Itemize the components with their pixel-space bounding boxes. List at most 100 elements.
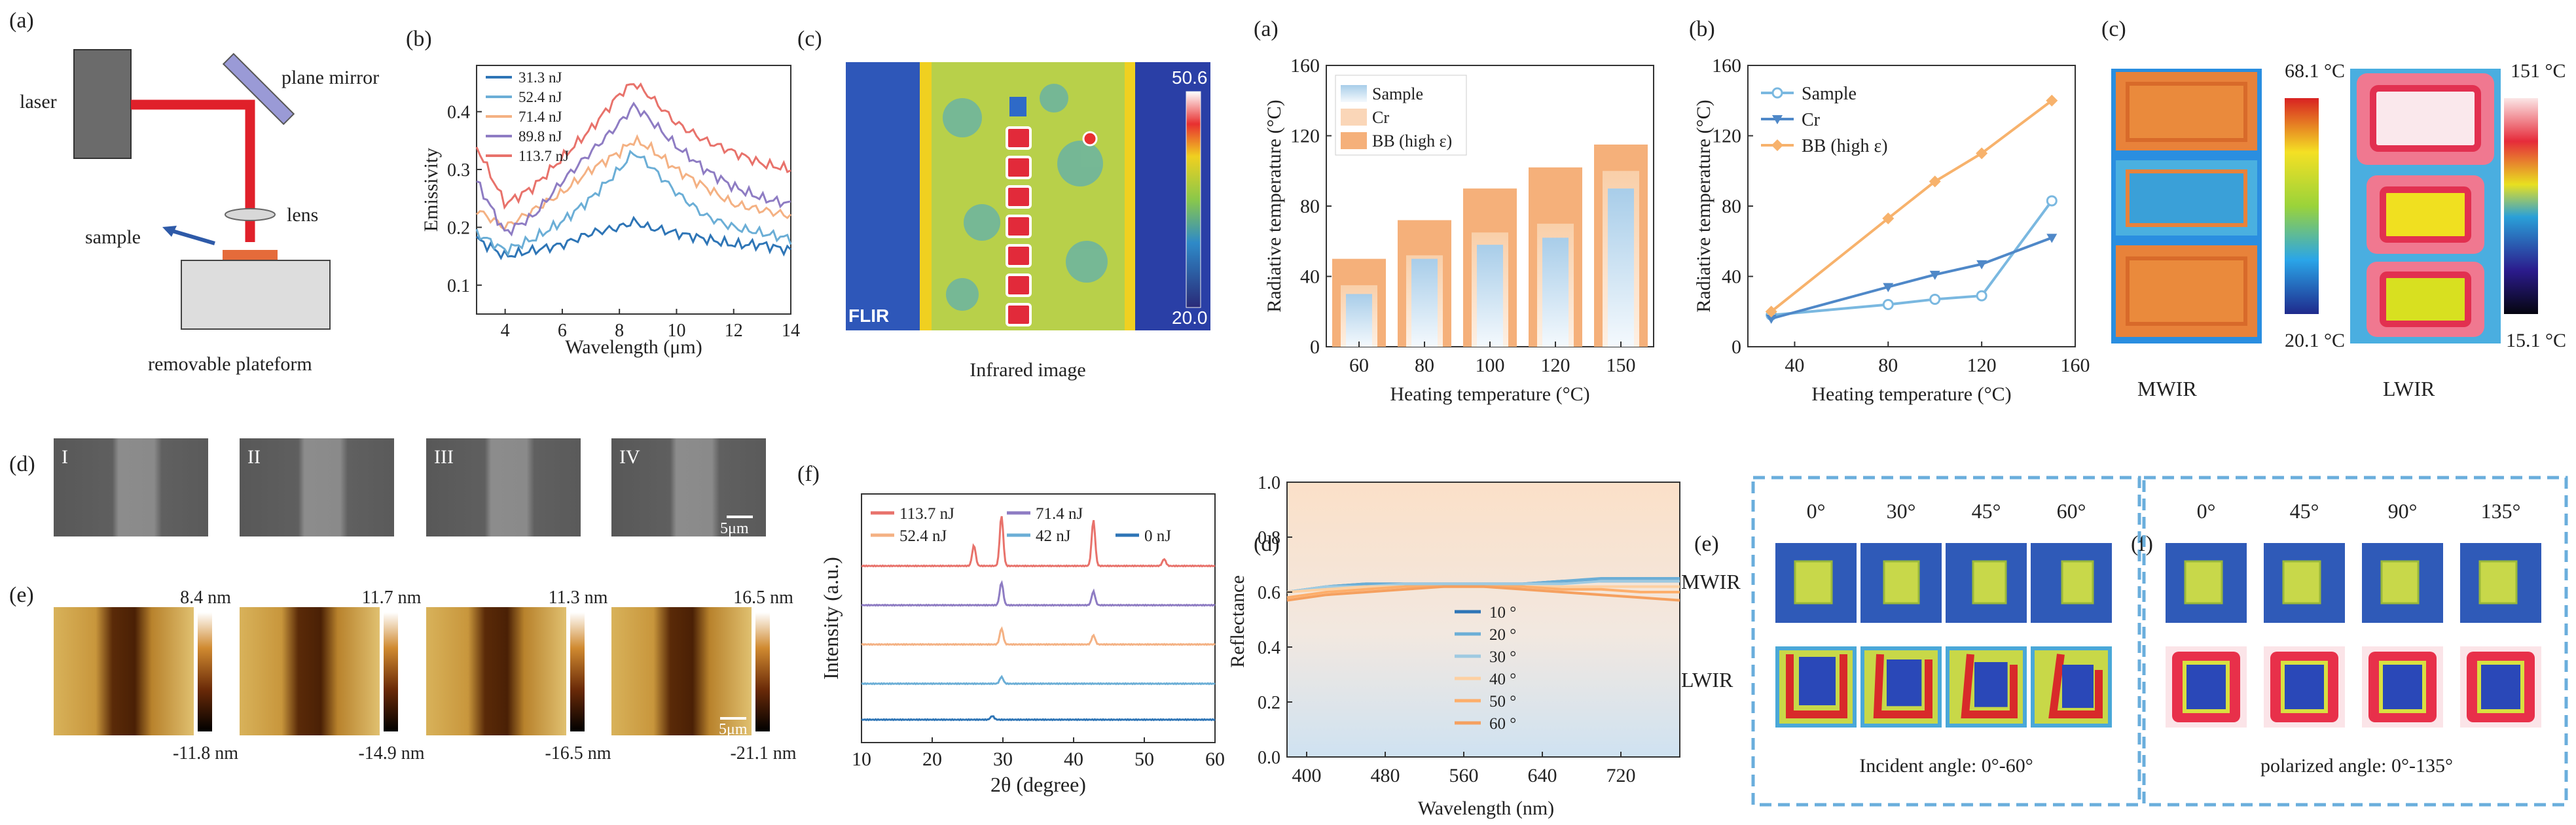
ir-texture [943, 84, 1108, 311]
x-tick-label: 50 [1134, 748, 1154, 770]
ir-hot-spot [1082, 131, 1098, 147]
ir-left-band [846, 62, 924, 330]
legend-label: Cr [1372, 108, 1389, 127]
afm-max-label: 11.7 nm [362, 588, 422, 608]
lens [225, 208, 276, 221]
x-axis-label: Heating temperature (°C) [1390, 383, 1589, 405]
lwir-tile-core [1974, 662, 2008, 707]
x-tick-label: 60 [1205, 748, 1225, 770]
legend: Sample Cr BB (high ε) [1335, 75, 1467, 156]
ir-hot-square [1006, 303, 1032, 326]
y-tick-label: 0.6 [1258, 583, 1280, 603]
panel-letter: (d) [1254, 532, 1280, 556]
y-axis-ticks: 0 40 80 120 160 [1290, 55, 1332, 358]
y-tick-label: 0.3 [447, 160, 470, 181]
mirror-label: plane mirror [281, 67, 379, 88]
lwir-tile-core [1799, 657, 1836, 705]
lens-label: lens [287, 204, 318, 226]
legend-marker [1771, 87, 1783, 99]
y-tick-label: 160 [1290, 55, 1320, 77]
bar-2-3 [1542, 237, 1569, 347]
lwir-square-inner [2370, 85, 2481, 152]
plot-frame [861, 493, 1216, 743]
plot-frame [1286, 482, 1680, 758]
lwir-tile-core [2285, 665, 2324, 709]
arrow-head [162, 226, 177, 237]
lwir-tile-core [2062, 665, 2094, 708]
x-axis-ticks: 10 20 30 40 50 60 [852, 737, 1225, 770]
panel-caption: Incident angle: 0°-60° [1859, 755, 2033, 777]
mwir-square-inner [2126, 82, 2247, 142]
sem-image [54, 438, 208, 536]
y-tick-label: 80 [1300, 196, 1320, 217]
legend-label: 71.4 nJ [518, 109, 562, 125]
sem-image [611, 438, 766, 536]
x-tick-label: 40 [1785, 355, 1804, 376]
mwir-tile-patch [2478, 560, 2518, 605]
bar-2-2 [1477, 245, 1503, 347]
point-2-4 [2046, 94, 2058, 107]
left-panel-b-emissivity: (b) 31.3 nJ 52.4 nJ 71.4 nJ 89.8 nJ 113.7 nJ… [406, 27, 800, 358]
angle-label: 60° [2057, 499, 2086, 523]
lwir-square-inner [2380, 272, 2471, 327]
ir-hot-square [1006, 185, 1032, 209]
lwir-scale-max: 151 °C [2511, 60, 2566, 82]
x-tick-label: 400 [1292, 765, 1322, 786]
y-tick-label: 40 [1300, 266, 1320, 288]
angle-label: 45° [1972, 499, 2001, 523]
legend-label: 113.7 nJ [518, 148, 569, 164]
ir-hot-squares [1006, 97, 1032, 326]
series-line-3 [476, 101, 791, 237]
mwir-colorbar [2285, 98, 2319, 314]
panel-letter: (e) [9, 583, 34, 607]
afm-max-label: 8.4 nm [180, 588, 231, 608]
mwir-tile-patch [1972, 560, 2007, 605]
afm-map [240, 607, 380, 735]
legend-swatch [1341, 132, 1367, 149]
series-line-4 [861, 715, 1216, 722]
series-line-4 [475, 82, 791, 210]
angle-label: 135° [2481, 499, 2521, 523]
legend-label: 71.4 nJ [1036, 505, 1083, 523]
y-axis-label: Radiative temperature (°C) [1693, 99, 1714, 312]
panel-caption: Infrared image [970, 359, 1085, 381]
lwir-label: LWIR [2383, 377, 2435, 400]
x-tick-label: 4 [501, 321, 510, 341]
plot-frame [476, 65, 791, 315]
ir-colorbar [1186, 91, 1201, 308]
sem-tile-label: II [247, 446, 261, 468]
point-1-3 [1976, 260, 1987, 270]
x-tick-label: 10 [667, 321, 685, 341]
legend-label: 20 ° [1489, 626, 1516, 644]
y-tick-label: 0.2 [1258, 693, 1280, 713]
series-line-1 [861, 580, 1216, 607]
legend-label: 40 ° [1489, 671, 1516, 688]
point-1-0 [1766, 315, 1777, 324]
x-axis-ticks: 400 480 560 640 720 [1292, 752, 1636, 786]
panel-letter: (f) [2131, 532, 2153, 556]
y-tick-label: 120 [1712, 126, 1741, 147]
afm-colorbar [384, 612, 398, 731]
x-axis-label: Wavelength (μm) [565, 336, 702, 358]
panel-letter: (a) [1254, 17, 1279, 41]
point-1-2 [1929, 270, 1940, 280]
mwir-square-inner [2126, 169, 2247, 227]
mwir-scale-min: 20.1 °C [2285, 330, 2345, 351]
x-axis-label: Wavelength (nm) [1418, 798, 1554, 819]
series-line-0 [861, 516, 1216, 568]
x-tick-label: 20 [922, 748, 942, 770]
afm-colorbar [570, 612, 585, 731]
sem-image [240, 438, 394, 536]
x-axis-ticks: 4 6 8 10 12 14 [501, 309, 800, 341]
mwir-tile-patch [2380, 560, 2420, 605]
point-0-1 [1882, 299, 1894, 310]
y-tick-label: 120 [1290, 126, 1320, 147]
right-panel-b-lines: (b) Sample Cr BB (high ε) 40 80 120 160 0 40 80… [1689, 17, 2090, 405]
legend-label: 31.3 nJ [518, 69, 562, 86]
series-line-3 [861, 675, 1216, 686]
point-1-4 [2046, 234, 2058, 243]
legend-label: Sample [1802, 84, 1857, 104]
ir-hot-square [1006, 156, 1032, 179]
y-axis-ticks: 0.1 0.2 0.3 0.4 [447, 103, 482, 296]
